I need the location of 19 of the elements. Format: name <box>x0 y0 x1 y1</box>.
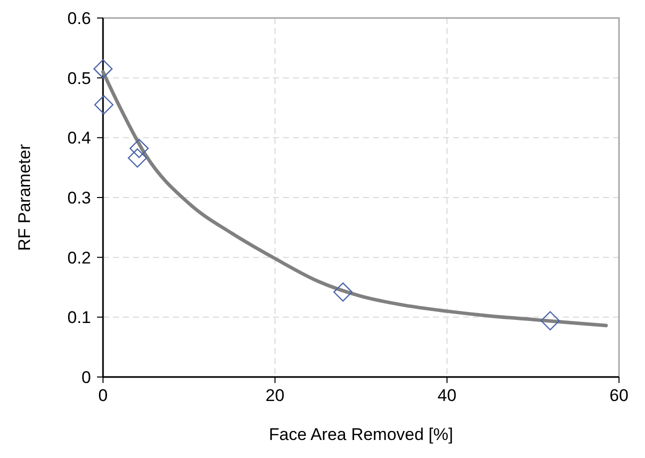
y-tick-label: 0.2 <box>67 248 91 268</box>
y-tick-label: 0 <box>82 368 91 387</box>
x-tick-label: 60 <box>610 386 628 405</box>
point <box>93 59 113 78</box>
y-axis-title: RF Parameter <box>15 144 34 251</box>
point <box>130 138 149 158</box>
point <box>333 282 353 302</box>
point <box>94 95 114 114</box>
x-axis-title: Face Area Removed [%] <box>268 425 454 444</box>
x-tick-label: 40 <box>438 386 456 405</box>
point <box>540 311 560 330</box>
x-tick-label: 20 <box>266 386 284 405</box>
y-tick-label: 0.6 <box>67 8 91 28</box>
y-tick-label: 0.3 <box>67 188 91 208</box>
y-tick-label: 0.1 <box>67 308 91 328</box>
y-tick-label: 0.4 <box>67 128 91 148</box>
point <box>128 148 147 168</box>
x-tick-label: 0 <box>98 386 108 405</box>
y-tick-label: 0.5 <box>67 68 91 88</box>
